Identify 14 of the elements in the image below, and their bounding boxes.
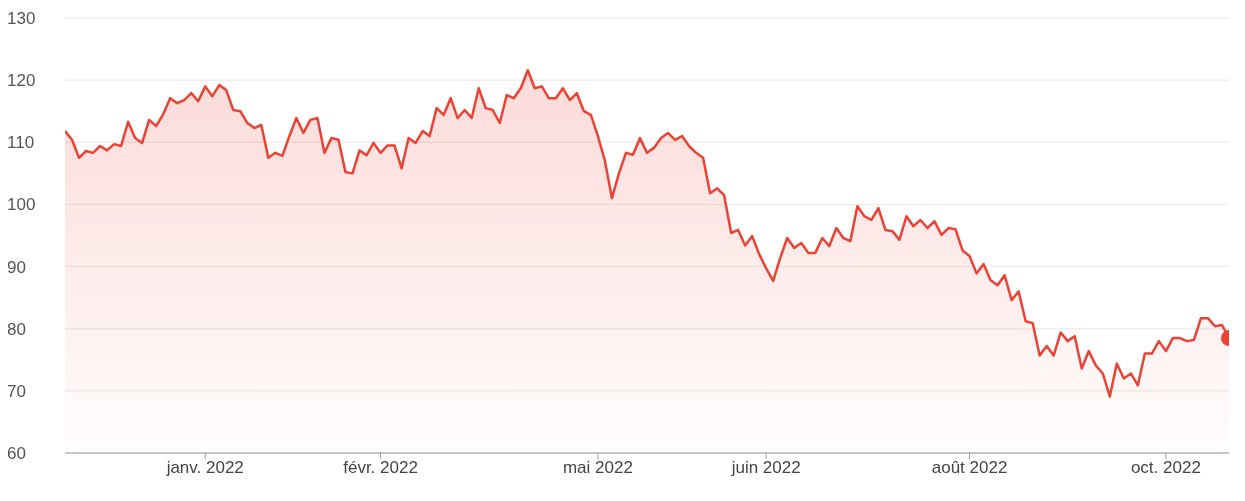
y-tick-label: 120 — [7, 71, 36, 91]
y-tick-label: 130 — [7, 9, 36, 29]
y-tick-label: 90 — [7, 257, 26, 277]
y-tick-label: 80 — [7, 319, 26, 339]
x-tick-label: août 2022 — [931, 458, 1008, 478]
x-tick-label: oct. 2022 — [1130, 458, 1201, 478]
x-tick-label: mai 2022 — [562, 458, 633, 478]
x-tick-label: janv. 2022 — [165, 458, 244, 478]
y-tick-label: 110 — [7, 133, 35, 153]
y-tick-label: 100 — [7, 195, 36, 215]
x-tick-label: juin 2022 — [730, 458, 801, 478]
y-tick-label: 60 — [7, 444, 26, 464]
y-tick-label: 70 — [7, 381, 26, 401]
x-tick-label: févr. 2022 — [343, 458, 418, 478]
